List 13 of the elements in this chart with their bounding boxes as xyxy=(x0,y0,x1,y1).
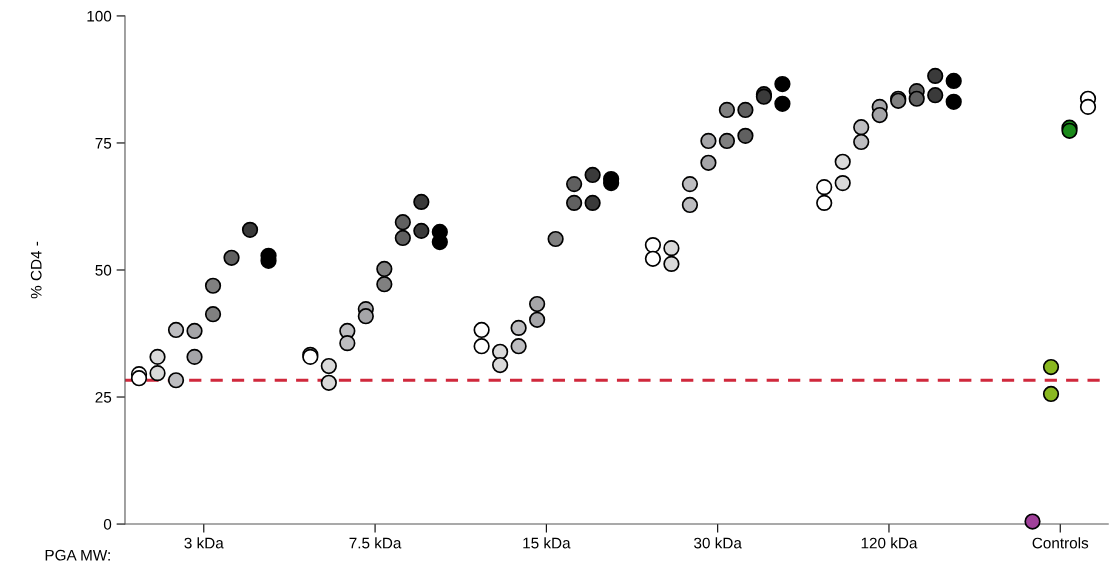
y-tick-label: 75 xyxy=(95,137,112,149)
y-tick-label: 0 xyxy=(103,518,112,530)
y-axis-title: % CD4 - xyxy=(30,241,42,299)
x-tick-label: 120 kDa xyxy=(861,537,918,549)
text: PGA MW: xyxy=(45,549,110,561)
x-tick-label: 3 kDa xyxy=(184,537,224,549)
x-tick-label: 15 kDa xyxy=(523,537,571,549)
x-tick-label: Controls xyxy=(1032,537,1089,549)
y-tick-label: 25 xyxy=(95,391,112,403)
y-tick-label: 50 xyxy=(95,264,112,276)
x-tick-label: 30 kDa xyxy=(694,537,742,549)
x-tick-label: 7.5 kDa xyxy=(349,537,402,549)
y-tick-label: 100 xyxy=(87,10,112,22)
